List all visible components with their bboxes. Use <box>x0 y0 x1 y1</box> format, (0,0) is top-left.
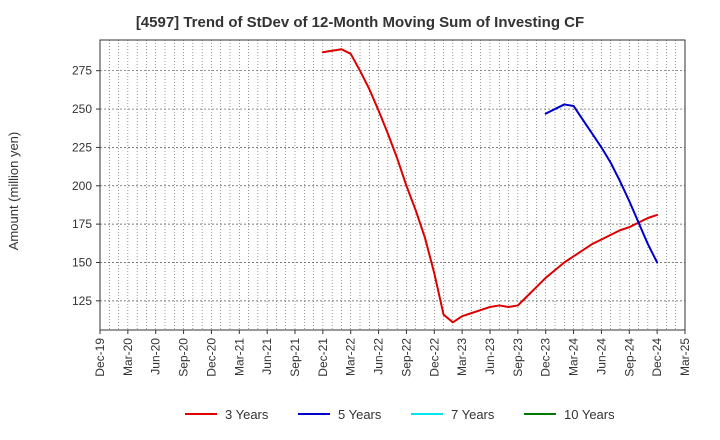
x-tick-label: Jun-20 <box>149 338 163 375</box>
series-line-5-years <box>544 103 659 264</box>
x-tick-label: Dec-22 <box>427 338 441 377</box>
chart-title: [4597] Trend of StDev of 12-Month Moving… <box>135 14 585 31</box>
x-tick-label: Mar-22 <box>344 338 358 376</box>
x-tick-label: Mar-24 <box>567 338 581 376</box>
y-tick-label: 150 <box>72 255 92 269</box>
x-tick-label: Mar-23 <box>455 338 469 376</box>
legend-label-10-years: 10 Years <box>564 407 615 422</box>
legend-label-3-years: 3 Years <box>225 407 269 422</box>
legend: 3 Years 5 Years 7 Years 10 Years <box>185 407 615 422</box>
x-tick-label: Dec-20 <box>204 338 218 377</box>
series-lines <box>321 48 659 324</box>
y-tick-label: 175 <box>72 217 92 231</box>
plot-background <box>100 40 685 330</box>
x-tick-label: Mar-25 <box>678 338 692 376</box>
x-tick-label: Sep-20 <box>177 338 191 377</box>
x-tick-label: Mar-21 <box>232 338 246 376</box>
grid-lines <box>100 40 685 330</box>
x-tick-label: Jun-21 <box>260 338 274 375</box>
series-line-3-years <box>321 48 659 324</box>
x-tick-label: Jun-23 <box>483 338 497 375</box>
y-tick-label: 225 <box>72 140 92 154</box>
x-tick-label: Jun-22 <box>372 338 386 375</box>
x-tick-label: Mar-20 <box>121 338 135 376</box>
y-axis-ticks: 125 150 175 200 225 250 275 <box>72 64 100 308</box>
x-tick-label: Dec-19 <box>93 338 107 377</box>
legend-label-7-years: 7 Years <box>451 407 495 422</box>
x-tick-label: Dec-21 <box>316 338 330 377</box>
y-tick-label: 275 <box>72 64 92 78</box>
y-tick-label: 250 <box>72 102 92 116</box>
y-tick-label: 125 <box>72 294 92 308</box>
x-tick-label: Jun-24 <box>594 338 608 375</box>
plot-border <box>99 39 686 331</box>
x-tick-label: Dec-24 <box>650 338 664 377</box>
x-tick-label: Dec-23 <box>539 338 553 377</box>
legend-label-5-years: 5 Years <box>338 407 382 422</box>
x-axis-ticks: Dec-19 Mar-20 Jun-20 Sep-20 Dec-20 Mar-21 Jun-… <box>93 330 692 377</box>
y-axis-title: Amount (million yen) <box>6 132 21 251</box>
x-tick-label: Sep-22 <box>399 338 413 377</box>
y-tick-label: 200 <box>72 179 92 193</box>
x-tick-label: Sep-21 <box>288 338 302 377</box>
x-tick-label: Sep-24 <box>622 338 636 377</box>
x-tick-label: Sep-23 <box>511 338 525 377</box>
